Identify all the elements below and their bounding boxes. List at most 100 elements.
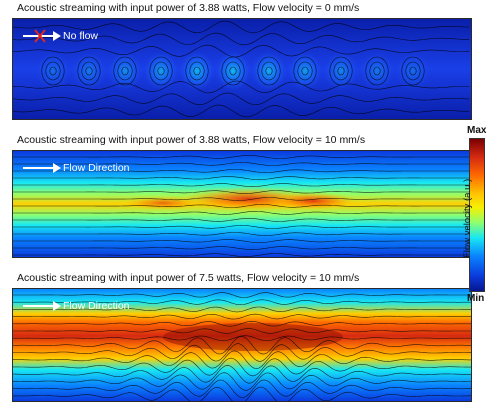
vortex-streamline: [113, 56, 137, 86]
streamline: [13, 32, 469, 46]
streamline: [13, 92, 470, 106]
streamline: [13, 197, 469, 201]
streamline: [13, 386, 471, 401]
vortex-streamline: [189, 61, 205, 81]
vortex-cell: [287, 51, 323, 91]
colorbar: [469, 138, 485, 292]
streamline: [13, 246, 469, 250]
vortex-streamline: [45, 61, 61, 81]
streamline: [13, 44, 470, 58]
vortex-cell: [215, 51, 251, 91]
streamline: [13, 253, 469, 257]
no-flow-arrow-icon: [23, 29, 61, 43]
streamline: [13, 239, 469, 243]
panel-3-flow-field: Flow Direction: [12, 288, 472, 402]
streamline: [13, 379, 471, 398]
streamline: [13, 211, 469, 215]
streamline: [13, 313, 471, 320]
vortex-streamline: [301, 66, 309, 76]
streamline: [13, 336, 471, 355]
vortex-cell: [35, 51, 71, 91]
vortex-streamline: [117, 61, 133, 81]
panel-3-streamlines: [13, 289, 471, 401]
vortex-streamline: [365, 56, 389, 86]
streamline: [13, 183, 469, 187]
panel-1-title: Acoustic streaming with input power of 3…: [17, 2, 360, 14]
vortex-streamline: [409, 66, 417, 76]
vortex-streamline: [229, 66, 237, 76]
vortex-streamline: [405, 61, 421, 81]
streamline: [13, 190, 469, 194]
vortex-cell: [143, 51, 179, 91]
streamline: [13, 204, 469, 208]
vortex-streamline: [185, 56, 209, 86]
vortex-streamline: [333, 61, 349, 81]
streamline: [13, 232, 469, 236]
vortex-cell: [323, 51, 359, 91]
vortex-streamline: [261, 61, 277, 81]
vortex-streamline: [77, 56, 101, 86]
streamline: [13, 357, 471, 377]
panel-3-title: Acoustic streaming with input power of 7…: [17, 272, 360, 284]
vortex-streamline: [293, 56, 317, 86]
streamline: [13, 328, 471, 334]
flow-direction-label: Flow Direction: [63, 162, 130, 174]
vortex-streamline: [41, 56, 65, 86]
vortex-streamline: [121, 66, 129, 76]
streamline: [13, 335, 471, 341]
streamline: [13, 320, 471, 327]
colorbar-max-label: Max: [467, 125, 487, 136]
vortex-streamline: [193, 66, 201, 76]
vortex-streamline: [157, 66, 165, 76]
vortex-streamline: [373, 66, 381, 76]
vortex-streamline: [153, 61, 169, 81]
vortex-cell: [395, 51, 431, 91]
streamline: [13, 162, 469, 166]
streamline: [13, 20, 470, 34]
colorbar-min-label: Min: [467, 293, 485, 304]
vortex-cell: [107, 51, 143, 91]
streamline: [13, 155, 469, 159]
vortex-streamline: [297, 61, 313, 81]
vortex-streamline: [369, 61, 385, 81]
vortex-streamline: [81, 61, 97, 81]
vortex-cell: [359, 51, 395, 91]
panel-1-no-flow-field: No flow: [12, 18, 472, 120]
vortex-cell: [71, 51, 107, 91]
streamline: [13, 299, 471, 306]
colorbar-title: Flow velocity (a.u.): [462, 178, 473, 258]
vortex-streamline: [85, 66, 93, 76]
vortex-streamline: [49, 66, 57, 76]
streamline: [13, 80, 470, 94]
vortex-cell: [251, 51, 287, 91]
streamline: [13, 343, 471, 362]
flow-direction-arrow-icon: [23, 163, 61, 173]
panel-2-indicator: Flow Direction: [21, 161, 130, 175]
vortex-cell: [179, 51, 215, 91]
vortex-streamline: [225, 61, 241, 81]
panel-2-title: Acoustic streaming with input power of 3…: [17, 134, 366, 146]
panel-2-flow-field: Flow Direction: [12, 150, 472, 258]
no-flow-label: No flow: [63, 30, 99, 42]
panel-2-streamlines: [13, 151, 471, 257]
panel-1-streamlines: [13, 19, 471, 119]
vortex-streamline: [401, 56, 425, 86]
streamline: [13, 169, 469, 173]
streamline: [13, 292, 471, 298]
vortex-streamline: [149, 56, 173, 86]
streamline: [13, 365, 471, 384]
panel-3-indicator: Flow Direction: [21, 299, 130, 313]
streamline: [13, 104, 470, 118]
flow-direction-label: Flow Direction: [63, 300, 130, 312]
vortex-streamline: [337, 66, 345, 76]
vortex-streamline: [265, 66, 273, 76]
flow-direction-arrow-icon: [23, 301, 61, 311]
streamline: [13, 306, 471, 313]
streamline: [13, 372, 471, 391]
streamline: [13, 218, 469, 222]
streamline: [13, 350, 471, 369]
streamline: [13, 176, 469, 180]
streamline: [13, 225, 469, 229]
vortex-streamline: [257, 56, 281, 86]
panel-1-indicator: No flow: [21, 29, 98, 43]
